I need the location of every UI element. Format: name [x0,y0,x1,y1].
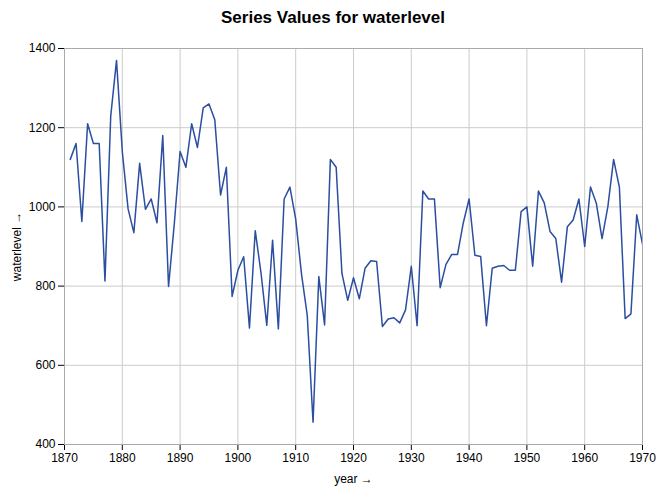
svg-text:1200: 1200 [29,121,56,135]
svg-text:1870: 1870 [51,451,78,465]
html-text:Series Values for waterlevel: Series Values for waterlevel [221,8,445,27]
svg-text:1890: 1890 [167,451,194,465]
svg-text:400: 400 [35,437,55,451]
svg-text:waterlevel →: waterlevel → [10,212,24,282]
svg-text:1880: 1880 [109,451,136,465]
svg-text:1910: 1910 [282,451,309,465]
svg-text:year →: year → [334,472,373,486]
svg-text:1950: 1950 [514,451,541,465]
svg-text:800: 800 [35,279,55,293]
svg-text:1000: 1000 [29,200,56,214]
svg-text:1900: 1900 [225,451,252,465]
svg-text:1940: 1940 [456,451,483,465]
svg-text:1400: 1400 [29,41,56,55]
svg-text:1930: 1930 [398,451,425,465]
svg-text:1920: 1920 [340,451,367,465]
svg-text:1960: 1960 [571,451,598,465]
svg-text:1970: 1970 [629,451,656,465]
svg-text:600: 600 [35,358,55,372]
